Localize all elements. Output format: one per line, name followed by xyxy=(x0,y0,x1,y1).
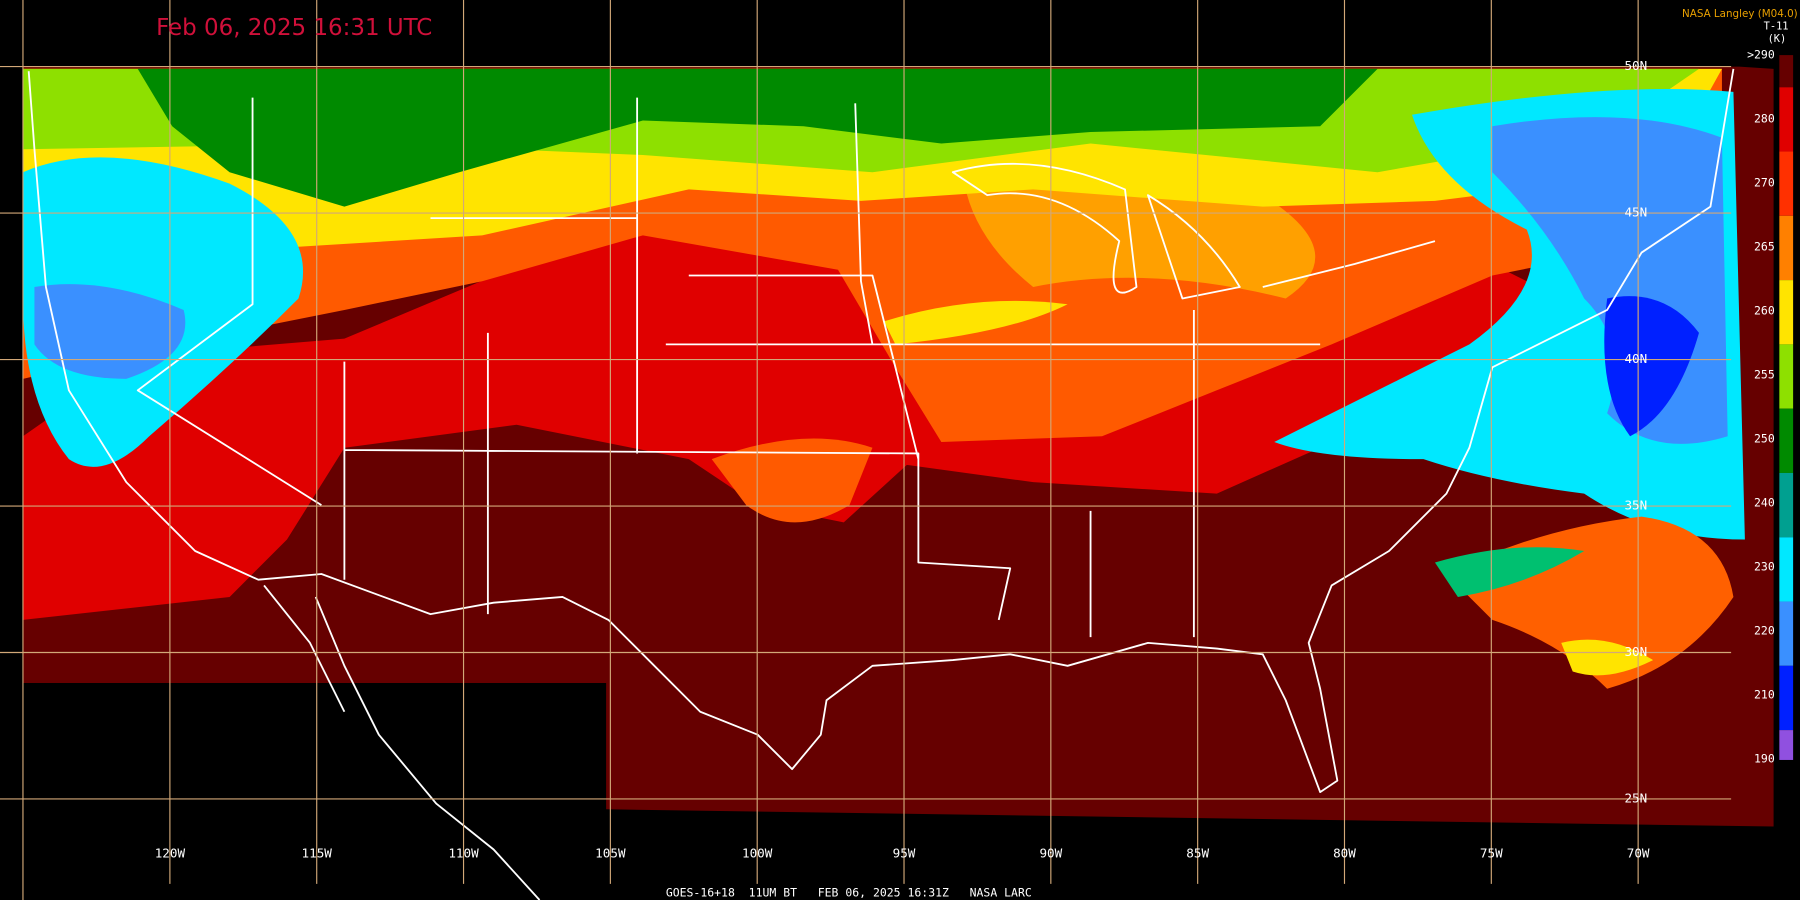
colorbar-label: 230 xyxy=(1754,559,1775,573)
colorbar-swatch xyxy=(1779,472,1794,538)
latitude-label: 25N xyxy=(1624,790,1647,805)
state-lines xyxy=(136,97,1321,638)
colorbar-swatch xyxy=(1779,601,1794,666)
green-region xyxy=(137,68,1378,207)
yellow-region xyxy=(883,300,1068,345)
colorbar-swatch xyxy=(1779,215,1794,281)
colorbar-swatch xyxy=(1779,730,1794,760)
dark-blue-region xyxy=(1604,296,1699,437)
longitude-label: 120W xyxy=(155,846,186,861)
graticule: 120W 115W 110W 105W 100W 95W 90W 85W 80W 75W 70W 50… xyxy=(0,0,1732,900)
blue-region xyxy=(34,284,186,379)
colorbar-label: 190 xyxy=(1754,751,1775,765)
colorbar-label: 240 xyxy=(1754,495,1775,509)
yellow-region xyxy=(1561,639,1654,676)
colorbar-label: 210 xyxy=(1754,687,1775,701)
colorbar-swatch xyxy=(1779,151,1794,216)
orange-region xyxy=(711,438,873,523)
colorbar-label: >290 xyxy=(1747,48,1775,62)
green-region xyxy=(1434,547,1585,597)
colorbar-label: 220 xyxy=(1754,623,1775,637)
colorbar-label: 280 xyxy=(1754,112,1775,126)
title: Feb 06, 2025 16:31 UTC xyxy=(156,15,432,41)
latitude-label: 40N xyxy=(1624,351,1647,366)
longitude-label: 100W xyxy=(742,846,773,861)
longitude-label: 75W xyxy=(1480,846,1503,861)
longitude-label: 70W xyxy=(1627,846,1650,861)
colorbar-swatch xyxy=(1779,344,1794,409)
colorbar-label: 265 xyxy=(1754,240,1775,254)
colorbar-label: 260 xyxy=(1754,303,1775,317)
latitude-label: 30N xyxy=(1624,644,1647,659)
latitude-label: 45N xyxy=(1624,205,1647,220)
longitude-label: 115W xyxy=(302,846,333,861)
colorbar-swatch xyxy=(1779,280,1794,345)
colorbar-label: 270 xyxy=(1754,176,1775,190)
longitude-label: 95W xyxy=(893,846,916,861)
boundaries xyxy=(27,68,1735,900)
credit: NASA Langley (M04.0) xyxy=(1682,8,1798,20)
longitude-label: 85W xyxy=(1186,846,1209,861)
longitude-label: 80W xyxy=(1333,846,1356,861)
colorbar-swatch xyxy=(1779,537,1794,602)
product: T-11 xyxy=(1764,20,1789,32)
colorbar-swatch xyxy=(1779,87,1794,152)
longitude-label: 105W xyxy=(595,846,626,861)
mexico-outline xyxy=(263,584,541,900)
latitude-label: 35N xyxy=(1624,498,1647,513)
country-outline xyxy=(27,68,1735,794)
units: (K) xyxy=(1768,33,1787,45)
imagery xyxy=(22,66,1774,827)
great-lakes xyxy=(951,162,1436,300)
colorbar-label: 250 xyxy=(1754,431,1775,445)
latitude-label: 50N xyxy=(1624,58,1647,73)
colorbar-swatch xyxy=(1779,665,1794,731)
longitude-label: 110W xyxy=(448,846,479,861)
colorbar-swatch xyxy=(1779,55,1794,88)
caption: GOES-16+18 11UM BT FEB 06, 2025 16:31Z N… xyxy=(666,886,1032,900)
colorbar: >290 280 270 265 260 255 250 240 230 220 210 190 xyxy=(1747,48,1794,765)
colorbar-swatch xyxy=(1779,408,1794,473)
colorbar-label: 255 xyxy=(1754,367,1775,381)
longitude-label: 90W xyxy=(1039,846,1062,861)
